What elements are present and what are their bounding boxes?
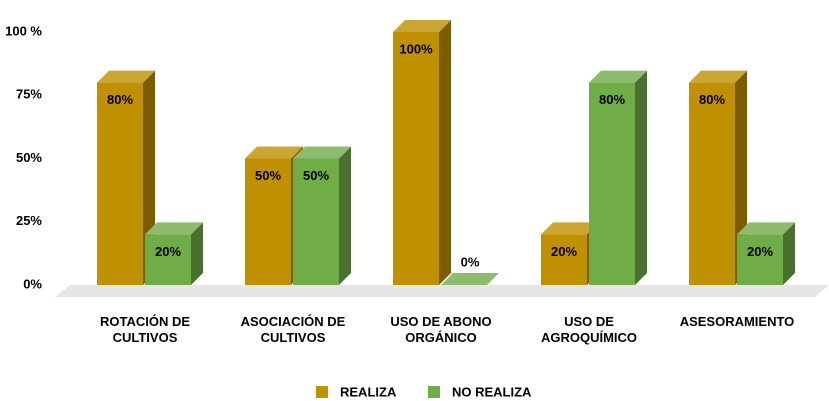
data-label: 80% <box>107 92 133 107</box>
x-tick-label: USO DE ABONO ORGÁNICO <box>390 314 492 345</box>
bar-side <box>191 222 203 285</box>
bar-top <box>737 222 795 235</box>
bar-top <box>145 222 203 235</box>
y-tick-label: 0% <box>23 276 42 291</box>
legend-label: NO REALIZA <box>452 384 532 399</box>
y-tick-label: 75% <box>16 87 42 102</box>
bar-side <box>635 70 647 285</box>
data-label: 80% <box>699 92 725 107</box>
bar <box>737 234 783 285</box>
bar-top <box>97 70 155 83</box>
bar <box>393 32 439 285</box>
bar-top <box>541 222 599 235</box>
data-label: 50% <box>255 168 281 183</box>
legend-swatch <box>316 386 328 398</box>
bar <box>145 234 191 285</box>
bar-side <box>339 146 351 285</box>
x-tick-label: ROTACIÓN DE CULTIVOS <box>99 314 191 345</box>
x-tick-label: USO DE AGROQUÍMICO <box>540 314 638 345</box>
legend-swatch <box>428 386 440 398</box>
y-tick-label: 25% <box>16 213 42 228</box>
bar <box>245 158 291 285</box>
data-label: 0% <box>461 254 480 269</box>
x-tick-label: ASESORAMIENTO <box>679 314 795 329</box>
bar-top <box>589 70 647 83</box>
y-tick-label: 100 % <box>5 23 42 38</box>
data-label: 20% <box>747 244 773 259</box>
data-label: 80% <box>599 92 625 107</box>
data-label: 100% <box>399 41 433 56</box>
bar <box>589 82 635 285</box>
bar-top <box>393 20 451 32</box>
bar-top <box>245 146 303 159</box>
bar-top <box>293 146 351 159</box>
legend-label: REALIZA <box>340 384 397 399</box>
data-label: 50% <box>303 168 329 183</box>
bar <box>97 82 143 285</box>
bar <box>541 234 587 285</box>
floor <box>55 285 829 297</box>
data-label: 20% <box>155 244 181 259</box>
bar-top <box>689 70 747 83</box>
bar-top <box>441 273 499 285</box>
y-tick-label: 50% <box>16 150 42 165</box>
bar <box>689 82 735 285</box>
data-label: 20% <box>551 244 577 259</box>
bar-side <box>783 222 795 285</box>
bar-side <box>439 20 451 285</box>
bar <box>293 158 339 285</box>
x-tick-label: ASOCIACIÓN DE CULTIVOS <box>240 314 346 345</box>
